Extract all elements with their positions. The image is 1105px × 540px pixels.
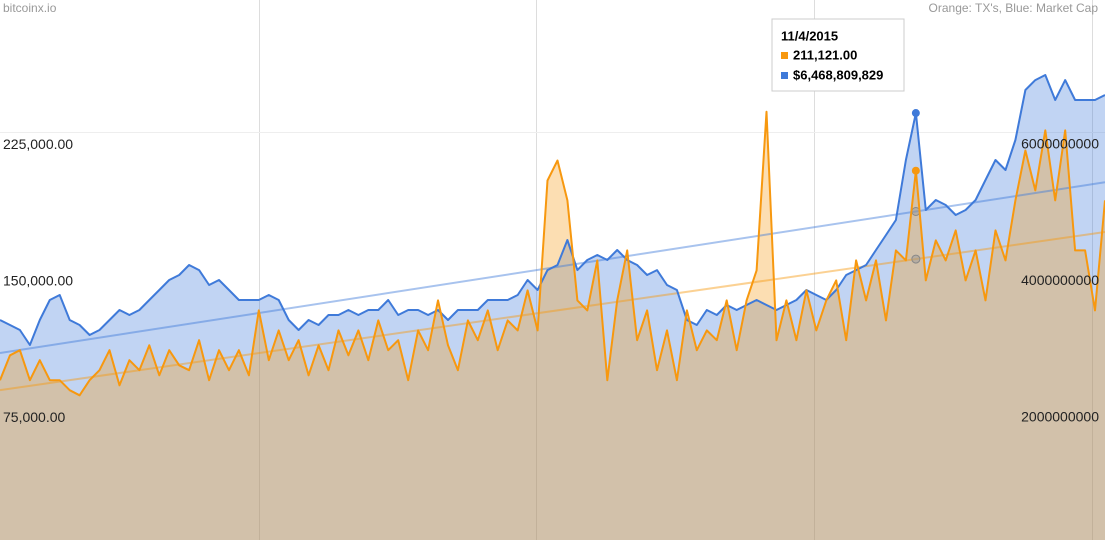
area [0,111,1105,540]
y-tick-label: 75,000.00 [3,409,65,425]
legend: Orange: TX's, Blue: Market Cap [929,1,1099,15]
tooltip-swatch [781,52,788,59]
trendline [0,231,1105,392]
area [0,75,1105,540]
y2-tick-label: 2000000000 [1021,409,1099,425]
line [0,110,1105,397]
y2-tick-label: 4000000000 [1021,272,1099,288]
source: bitcoinx.io [3,1,57,15]
y-tick-label: 150,000.00 [3,273,73,289]
y-tick-label: 225,000.00 [3,136,73,152]
tooltip-title: 11/4/2015 [781,28,838,43]
plot [0,74,1105,540]
tooltip: 11/4/2015 211,121.00 $6,468,809,829 [771,18,905,92]
line [0,74,1105,346]
tooltip-value: 211,121.00 [793,47,857,62]
tooltip-swatch [781,72,788,79]
highlight-point [911,109,920,118]
tooltip-box [771,18,905,92]
y2-tick-label: 6000000000 [1021,136,1099,152]
trend-point [911,254,921,264]
highlight-point [911,166,920,175]
tooltip-value: $6,468,809,829 [793,67,883,82]
